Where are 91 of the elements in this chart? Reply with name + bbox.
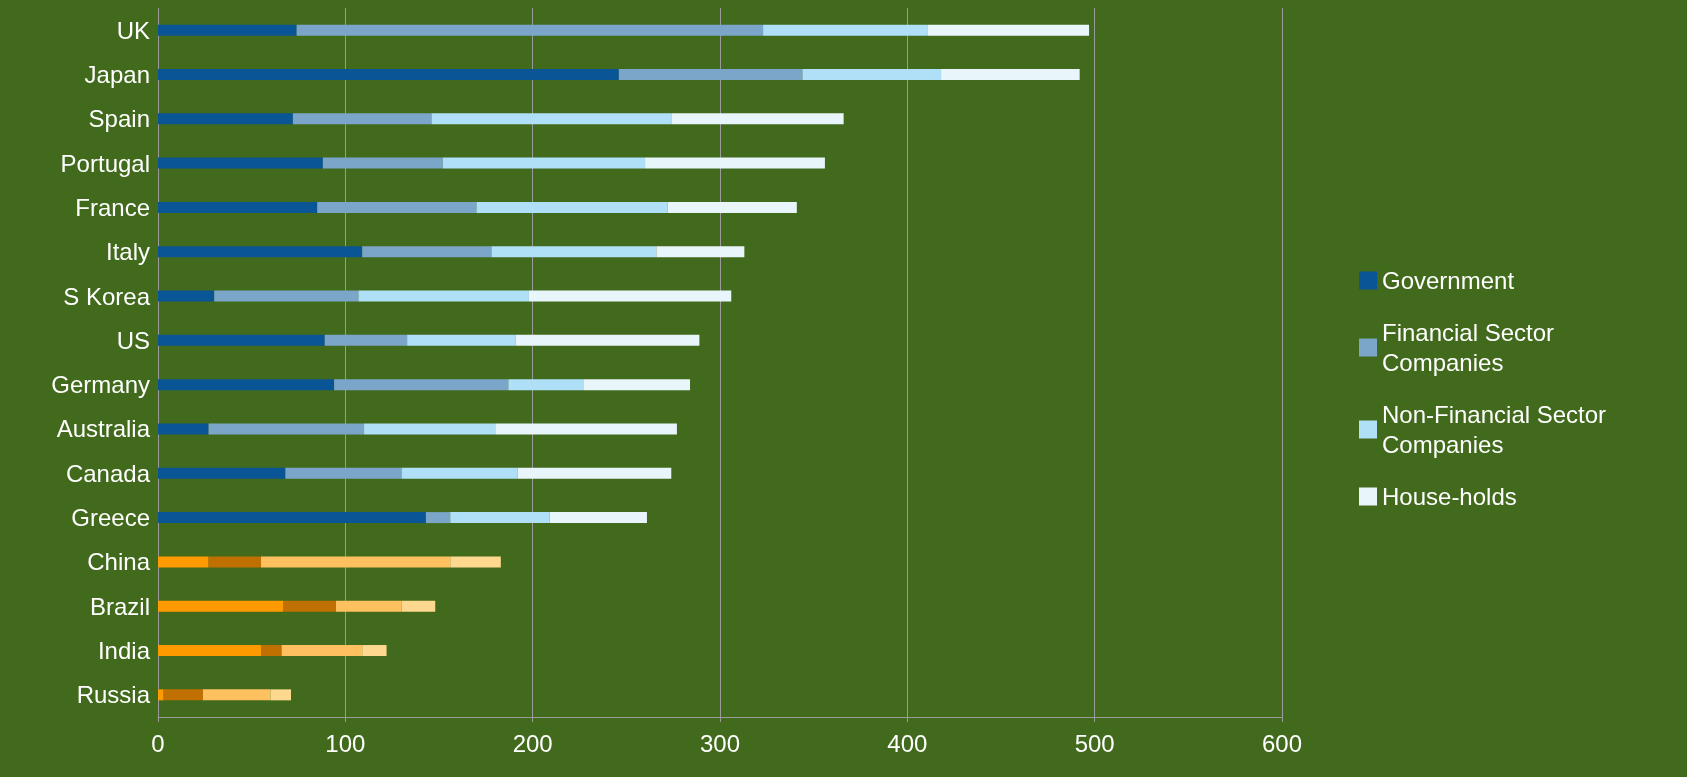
- bar: [941, 68, 1080, 80]
- bar: [158, 201, 318, 213]
- bar: [158, 24, 297, 36]
- bar: [158, 246, 363, 258]
- bar: [202, 689, 271, 701]
- y-tick-label: Germany: [51, 371, 150, 399]
- bar: [476, 201, 668, 213]
- y-tick-label: China: [87, 548, 151, 576]
- bar: [618, 68, 803, 80]
- bar: [450, 512, 550, 524]
- bar: [208, 423, 365, 435]
- y-tick-label: Brazil: [89, 592, 150, 620]
- y-tick-label: France: [75, 193, 150, 221]
- bar: [431, 113, 672, 125]
- x-tick-label: 600: [1261, 729, 1303, 757]
- bar: [324, 334, 408, 346]
- bar: [528, 290, 732, 302]
- bar: [401, 600, 436, 612]
- bar: [442, 157, 646, 169]
- bar: [158, 467, 286, 479]
- x-tick-label: 400: [887, 729, 928, 757]
- bar: [334, 379, 509, 391]
- bar: [671, 113, 844, 125]
- bar: [285, 467, 402, 479]
- y-tick-label: Italy: [105, 238, 150, 266]
- bar: [158, 113, 293, 125]
- bar: [407, 334, 516, 346]
- bar: [158, 512, 426, 524]
- x-tick-label: 300: [699, 729, 741, 757]
- y-tick-label: UK: [116, 16, 150, 44]
- y-tick-label: Portugal: [60, 149, 150, 177]
- bar: [645, 157, 825, 169]
- x-tick-label: 100: [325, 729, 366, 757]
- bar: [158, 689, 164, 701]
- bar: [281, 645, 363, 657]
- bar: [261, 645, 282, 657]
- bar: [335, 600, 402, 612]
- bar: [927, 24, 1090, 36]
- y-tick-label: S Korea: [63, 282, 151, 310]
- y-tick-label: Australia: [56, 415, 151, 443]
- bar: [158, 556, 209, 568]
- bar: [508, 379, 584, 391]
- bar: [362, 645, 387, 657]
- bar: [549, 512, 647, 524]
- bar: [283, 600, 336, 612]
- x-tick-label: 0: [151, 729, 165, 757]
- bar: [515, 334, 700, 346]
- bar: [158, 334, 325, 346]
- bar: [158, 423, 209, 435]
- bar: [158, 645, 262, 657]
- bar: [292, 113, 432, 125]
- bar: [317, 201, 477, 213]
- legend-label: Financial Sector Companies: [1382, 319, 1561, 376]
- bar: [425, 512, 451, 524]
- bar: [214, 290, 359, 302]
- bar: [517, 467, 672, 479]
- bar: [158, 379, 335, 391]
- bar: [450, 556, 501, 568]
- legend-label: House-holds: [1382, 483, 1517, 510]
- bar: [802, 68, 942, 80]
- y-tick-label: Greece: [71, 504, 150, 532]
- bar: [656, 246, 745, 258]
- y-tick-label: India: [97, 637, 151, 665]
- y-tick-label: Canada: [65, 459, 151, 487]
- bar: [763, 24, 928, 36]
- x-tick-label: 500: [1074, 729, 1115, 757]
- bar: [163, 689, 203, 701]
- bar: [261, 556, 451, 568]
- bar: [270, 689, 292, 701]
- bar: [364, 423, 496, 435]
- bar: [491, 246, 657, 258]
- bar: [158, 157, 323, 169]
- y-tick-label: Japan: [84, 60, 150, 88]
- bar: [358, 290, 529, 302]
- bar: [401, 467, 518, 479]
- y-tick-label: Russia: [76, 681, 151, 709]
- bar: [667, 201, 797, 213]
- bar: [158, 290, 215, 302]
- bar: [322, 157, 443, 169]
- x-tick-label: 200: [512, 729, 553, 757]
- bar: [158, 600, 284, 612]
- legend-label: Government: [1382, 267, 1515, 294]
- y-tick-label: US: [116, 326, 150, 354]
- bar: [296, 24, 764, 36]
- bar: [583, 379, 691, 391]
- bar: [495, 423, 677, 435]
- bar: [158, 68, 619, 80]
- bar: [362, 246, 492, 258]
- bar: [208, 556, 262, 568]
- y-tick-label: Spain: [88, 105, 150, 133]
- legend-label: Non-Financial Sector Companies: [1382, 401, 1613, 458]
